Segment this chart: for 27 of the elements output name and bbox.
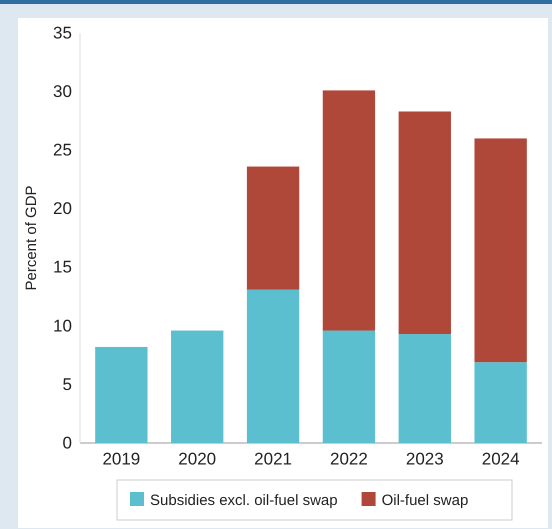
x-tick-label: 2024 — [482, 450, 520, 469]
x-tick-label: 2021 — [254, 450, 292, 469]
y-tick-label: 10 — [52, 316, 72, 336]
y-tick-label: 0 — [62, 433, 72, 452]
bar — [322, 330, 376, 443]
bar — [474, 362, 527, 443]
legend-label: Subsidies excl. oil-fuel swap — [150, 492, 338, 509]
y-tick-label: 20 — [52, 199, 72, 218]
y-tick-label: 15 — [52, 258, 72, 277]
y-tick-label: 30 — [52, 82, 72, 102]
x-tick-label: 2022 — [330, 450, 368, 469]
bar — [322, 90, 376, 331]
bar — [398, 334, 451, 443]
y-tick-label: 25 — [52, 140, 72, 160]
bar — [398, 111, 451, 334]
bar — [246, 290, 300, 443]
bar — [246, 166, 300, 290]
y-tick-label: 35 — [52, 23, 72, 42]
x-tick-label: 2020 — [178, 450, 216, 469]
y-tick-label: 5 — [62, 374, 72, 394]
x-tick-label: 2019 — [102, 450, 140, 469]
x-tick-label: 2023 — [406, 450, 444, 469]
bar — [95, 346, 148, 443]
bar — [171, 330, 224, 443]
legend-label: Oil-fuel swap — [382, 492, 468, 509]
y-axis-title: Percent of GDP — [23, 185, 40, 291]
bar — [474, 138, 527, 362]
